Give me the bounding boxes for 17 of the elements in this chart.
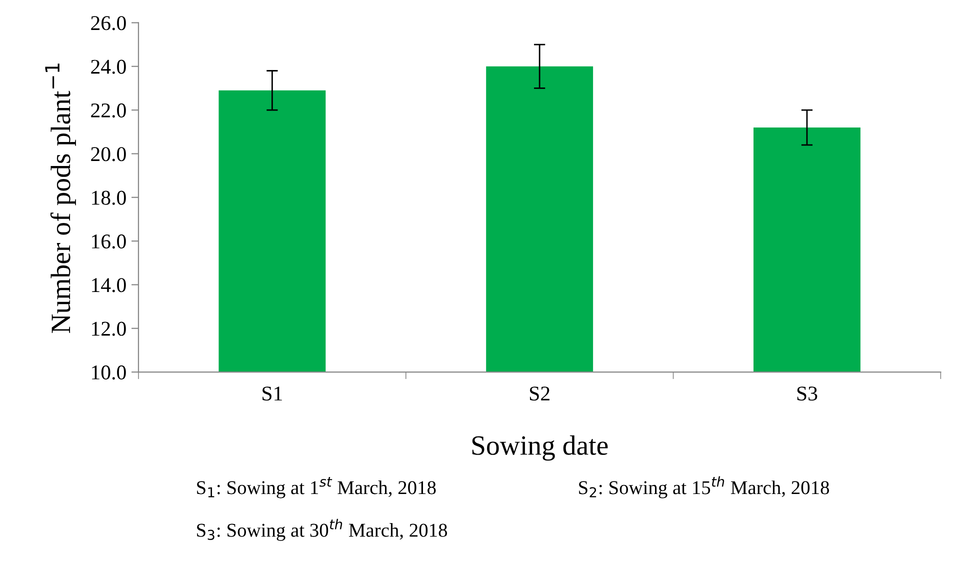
text: S$_{2}$: Sowing at 15$^{th}$ March, 2018 <box>579 476 830 498</box>
y-tick-label: 20.0 <box>91 147 126 162</box>
y-tick-label: 16.0 <box>92 234 126 249</box>
x-tick-label: S1 <box>262 386 282 401</box>
y-tick-label: 14.0 <box>92 278 126 292</box>
y-tick-label: 26.0 <box>91 16 126 30</box>
x-tick-label: S3 <box>797 386 818 401</box>
y-tick-label: 12.0 <box>92 322 126 336</box>
x-axis-title: Sowing date <box>472 435 608 461</box>
x-tick-label: S2 <box>530 386 550 401</box>
y-axis-title: Number of pods plant$^{−1}$ <box>45 64 76 333</box>
text: S$_{3}$: Sowing at 30$^{th}$ March, 2018 <box>197 518 448 541</box>
y-tick-label: 22.0 <box>91 103 126 118</box>
text: S$_{1}$: Sowing at 1$^{st}$ March, 2018 <box>197 477 436 498</box>
y-tick-label: 18.0 <box>92 190 126 205</box>
y-tick-label: 10.0 <box>92 365 126 380</box>
y-tick-label: 24.0 <box>91 60 126 74</box>
